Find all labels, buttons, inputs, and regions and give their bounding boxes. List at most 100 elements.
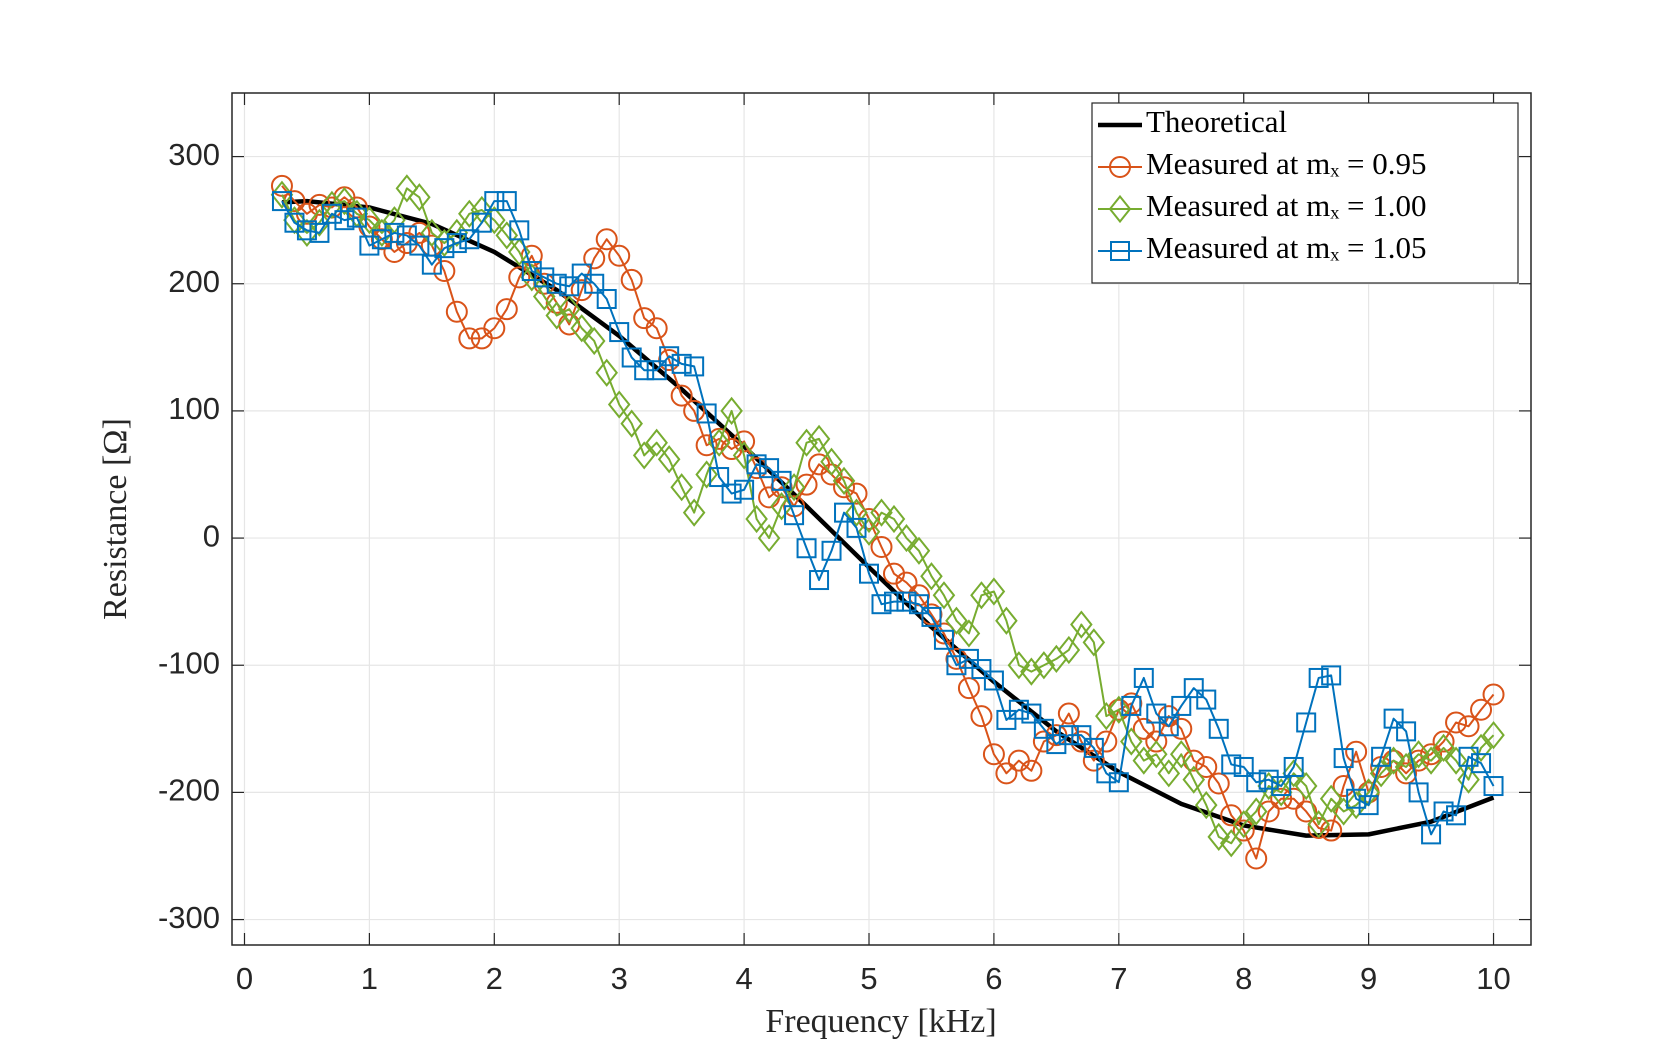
marker	[671, 353, 692, 374]
y-tick-label: -300	[158, 900, 220, 935]
marker	[982, 577, 1006, 606]
marker	[559, 276, 580, 297]
marker	[1233, 756, 1254, 777]
marker	[983, 670, 1004, 691]
marker	[807, 424, 831, 453]
marker	[1319, 784, 1343, 813]
marker	[458, 199, 481, 228]
marker	[1344, 791, 1368, 820]
marker	[1345, 740, 1368, 763]
marker	[996, 709, 1017, 730]
y-tick-label: -100	[158, 645, 220, 680]
marker	[670, 473, 693, 502]
marker	[882, 504, 906, 534]
marker	[509, 220, 530, 241]
marker	[1296, 712, 1317, 733]
x-tick-label: 4	[735, 961, 752, 996]
marker	[1483, 776, 1504, 797]
marker	[1020, 759, 1043, 782]
marker	[695, 460, 718, 489]
marker	[646, 360, 667, 381]
marker	[1070, 610, 1093, 639]
marker	[645, 428, 668, 457]
marker	[1058, 725, 1079, 746]
marker	[1433, 801, 1454, 822]
marker	[1232, 819, 1255, 842]
marker	[1432, 730, 1455, 753]
marker	[1457, 715, 1480, 738]
legend-marker	[1109, 156, 1131, 178]
marker	[1194, 791, 1218, 820]
marker	[1157, 759, 1181, 788]
marker	[420, 218, 444, 247]
marker	[696, 403, 717, 424]
marker	[446, 233, 467, 254]
marker	[1383, 708, 1404, 729]
marker	[271, 191, 292, 212]
marker	[557, 295, 581, 324]
marker	[709, 467, 730, 488]
marker	[782, 473, 806, 502]
marker	[1294, 771, 1318, 801]
marker	[1282, 787, 1305, 810]
marker	[570, 279, 593, 302]
marker	[809, 570, 830, 591]
marker	[932, 581, 956, 610]
marker	[1121, 695, 1142, 716]
marker	[359, 235, 380, 256]
marker	[607, 390, 631, 419]
marker	[284, 212, 305, 233]
marker	[1396, 721, 1417, 742]
marker	[1446, 805, 1467, 826]
marker	[1482, 683, 1505, 706]
marker	[1133, 667, 1154, 688]
marker	[508, 266, 531, 289]
marker	[1171, 695, 1192, 716]
marker	[495, 221, 519, 250]
marker	[1082, 628, 1106, 657]
marker	[1057, 702, 1080, 725]
marker	[795, 473, 818, 496]
marker	[908, 594, 929, 615]
x-tick-label: 10	[1476, 961, 1510, 996]
marker	[1332, 775, 1355, 798]
marker	[583, 247, 606, 270]
marker	[871, 594, 892, 615]
marker	[421, 254, 442, 275]
marker	[620, 409, 643, 438]
marker	[721, 483, 742, 504]
marker	[870, 498, 893, 527]
marker	[1095, 702, 1118, 731]
marker	[1221, 754, 1242, 775]
marker	[859, 563, 880, 584]
y-tick-label: 0	[203, 518, 220, 553]
marker	[434, 238, 455, 259]
x-tick-label: 8	[1235, 961, 1252, 996]
marker	[771, 470, 792, 491]
marker	[1219, 829, 1243, 858]
marker	[371, 229, 392, 250]
marker	[746, 454, 767, 475]
marker	[1469, 733, 1493, 762]
marker	[1471, 753, 1492, 774]
marker	[982, 743, 1005, 766]
marker	[921, 606, 942, 627]
marker	[732, 441, 756, 470]
marker	[857, 517, 881, 546]
marker	[1108, 772, 1129, 793]
marker	[1158, 716, 1179, 737]
marker	[1307, 810, 1330, 839]
marker	[1457, 765, 1480, 794]
marker	[720, 396, 743, 426]
marker	[846, 517, 867, 538]
y-axis-label: Resistance [Ω]	[97, 418, 134, 620]
marker	[571, 263, 592, 284]
marker	[1458, 746, 1479, 767]
marker	[484, 191, 505, 212]
marker	[1257, 800, 1280, 823]
marker	[1245, 847, 1268, 870]
marker	[596, 289, 617, 310]
marker	[1444, 746, 1468, 775]
marker	[459, 229, 480, 250]
marker	[1196, 689, 1217, 710]
